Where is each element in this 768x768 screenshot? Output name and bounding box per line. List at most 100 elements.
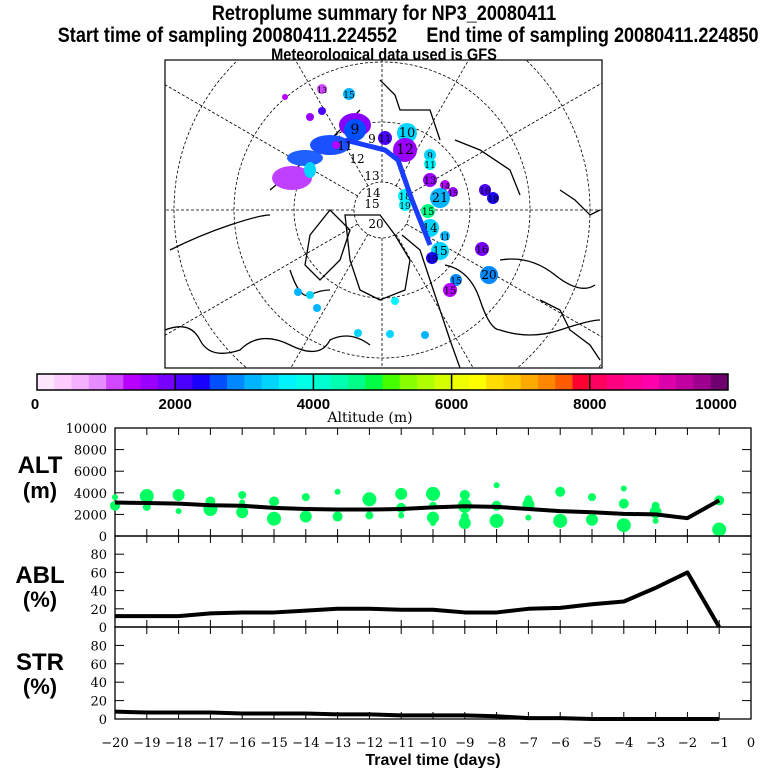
plume-point bbox=[354, 329, 362, 337]
x-tick-label: −1 bbox=[710, 736, 729, 751]
colorbar-segment bbox=[572, 374, 591, 390]
scatter-point bbox=[332, 511, 343, 522]
colorbar-segment bbox=[658, 374, 677, 390]
scatter-point bbox=[588, 493, 596, 502]
x-tick-label: 0 bbox=[747, 736, 755, 751]
x-tick-label: −18 bbox=[165, 736, 192, 751]
y-tick-label: 80 bbox=[90, 548, 107, 563]
trajectory-day-label: 12 bbox=[349, 152, 364, 166]
altitude-colorbar: 0 2000 4000 6000 8000 10000 bbox=[31, 373, 737, 413]
colorbar-segment bbox=[157, 374, 176, 390]
plume-point bbox=[450, 274, 462, 286]
time-series-panels: 0200040006000800010000ALT(m)020406080ABL… bbox=[15, 422, 755, 751]
x-tick-label: −15 bbox=[260, 736, 287, 751]
scatter-point bbox=[395, 487, 408, 500]
colorbar-segment bbox=[37, 374, 55, 390]
coastline bbox=[559, 189, 601, 216]
y-axis-label: STR bbox=[16, 649, 64, 676]
colorbar-segment bbox=[140, 374, 159, 390]
coastline bbox=[304, 209, 351, 281]
chart-title: Retroplume summary for NP3_20080411 bbox=[211, 2, 557, 25]
plume-blob bbox=[304, 162, 316, 178]
x-tick-label: −8 bbox=[487, 736, 506, 751]
y-tick-label: 0 bbox=[99, 621, 107, 636]
colorbar-tick-label: 0 bbox=[31, 396, 39, 413]
colorbar-segment bbox=[607, 374, 625, 390]
plume-point bbox=[443, 283, 457, 297]
y-tick-label: 6000 bbox=[74, 465, 107, 480]
colorbar-tick-label: 8000 bbox=[573, 396, 606, 413]
plume-point bbox=[378, 131, 392, 145]
x-tick-label: −20 bbox=[101, 736, 128, 751]
plume-blob bbox=[272, 166, 312, 190]
plume-point bbox=[306, 291, 314, 299]
plume-point bbox=[317, 84, 327, 94]
scatter-point bbox=[712, 522, 727, 537]
scatter-point bbox=[525, 514, 532, 521]
plume-point bbox=[397, 123, 417, 143]
colorbar-segment bbox=[209, 374, 228, 390]
colorbar-segment bbox=[71, 374, 90, 390]
scatter-point bbox=[139, 489, 154, 504]
plume-point bbox=[426, 252, 438, 264]
plume-point bbox=[386, 330, 394, 338]
y-axis-unit: (%) bbox=[23, 587, 57, 612]
colorbar-title: Altitude (m) bbox=[326, 410, 412, 426]
colorbar-segment bbox=[589, 374, 608, 390]
colorbar-tick-label: 4000 bbox=[297, 396, 330, 413]
scatter-point bbox=[269, 496, 279, 507]
scatter-point bbox=[299, 510, 312, 523]
scatter-point bbox=[172, 488, 185, 501]
meridian-line bbox=[406, 223, 602, 338]
start-time-label: Start time of sampling 20080411.224552 bbox=[57, 24, 398, 47]
scatter-point bbox=[398, 512, 405, 519]
scatter-point bbox=[175, 508, 182, 515]
x-axis-title: Travel time (days) bbox=[365, 752, 500, 768]
plume-point bbox=[440, 231, 450, 241]
scatter-point bbox=[334, 488, 341, 495]
meridian-line bbox=[165, 223, 358, 336]
colorbar-segment bbox=[330, 374, 349, 390]
x-tick-label: −9 bbox=[455, 736, 474, 751]
y-tick-label: 4000 bbox=[74, 487, 107, 502]
colorbar-segment bbox=[88, 374, 107, 390]
scatter-point bbox=[458, 517, 471, 530]
trajectory-line bbox=[344, 137, 433, 246]
y-tick-label: 80 bbox=[90, 639, 107, 654]
y-axis-unit: (%) bbox=[23, 674, 57, 699]
y-axis-label: ALT bbox=[18, 452, 63, 479]
scatter-point bbox=[618, 498, 629, 509]
coastline bbox=[454, 139, 521, 196]
x-tick-label: −10 bbox=[419, 736, 446, 751]
meridian-line bbox=[406, 82, 602, 197]
trajectory-day-label: 13 bbox=[364, 169, 379, 183]
greenland-coast bbox=[344, 214, 411, 301]
colorbar-segment bbox=[54, 374, 73, 390]
series-line bbox=[115, 570, 721, 629]
x-tick-label: −11 bbox=[387, 736, 414, 751]
colorbar-segment bbox=[175, 374, 193, 390]
scatter-point bbox=[459, 489, 470, 500]
plume-blob bbox=[287, 150, 323, 166]
colorbar-segment bbox=[278, 374, 297, 390]
plume-point bbox=[480, 266, 498, 284]
scatter-point bbox=[553, 513, 568, 528]
plume-point-label: 21 bbox=[432, 191, 449, 206]
plume-point-label: 11 bbox=[424, 161, 435, 171]
coastline bbox=[401, 234, 461, 368]
plume-point bbox=[399, 199, 411, 211]
plume-point bbox=[332, 141, 340, 149]
scatter-point bbox=[365, 511, 374, 520]
polar-map: 1391110129111314131516181819211514111516… bbox=[164, 59, 603, 369]
plume-point bbox=[343, 88, 355, 100]
trajectory-day-label: 11 bbox=[337, 139, 352, 153]
plume-point-label: 15 bbox=[448, 189, 458, 198]
colorbar-segment bbox=[296, 374, 314, 390]
colorbar-segment bbox=[417, 374, 435, 390]
scatter-point bbox=[426, 486, 440, 501]
plume-point-label: 11 bbox=[379, 134, 392, 145]
colorbar-segment bbox=[520, 374, 539, 390]
scatter-point bbox=[430, 520, 436, 527]
